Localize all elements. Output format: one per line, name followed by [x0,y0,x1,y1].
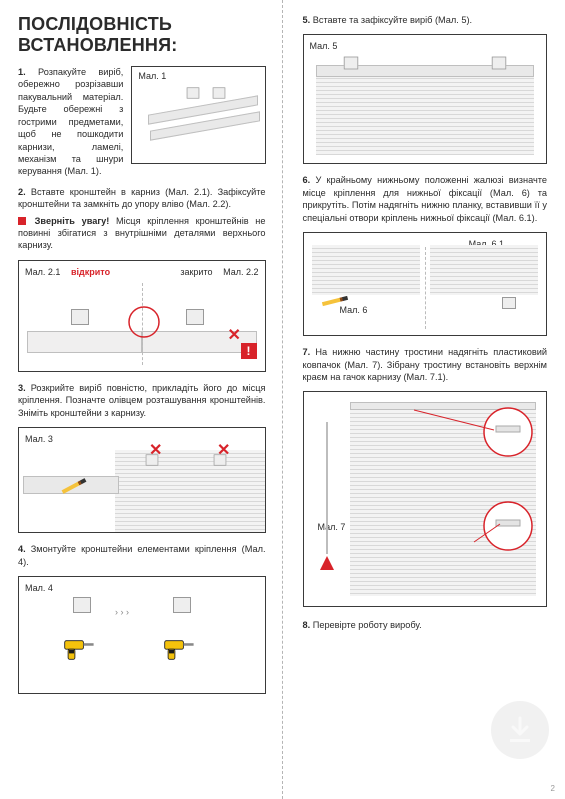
figure-2-closed: закрито [180,267,212,277]
fig4-bracket-a [73,597,91,613]
step-5-body: Вставте та зафіксуйте виріб (Мал. 5). [313,15,472,25]
step-4-num: 4. [18,544,26,554]
step-7-text: 7. На нижню частину тростини надягніть п… [303,346,548,383]
figure-2-2-label: Мал. 2.2 [223,267,258,277]
x-mark-icon: ✕ [228,325,241,345]
figure-6-label: Мал. 6 [340,305,368,315]
step-8-text: 8. Перевірте роботу виробу. [303,619,548,631]
fig2-scene-left [27,291,142,361]
figure-5: Мал. 5 [303,34,548,164]
warning-prefix: Зверніть увагу! [35,216,110,226]
figure-2-open: відкрито [71,267,110,277]
step-2-text: 2. Вставте кронштейн в карниз (Мал. 2.1)… [18,186,266,211]
fig5-blinds [316,75,535,155]
figure-3-label: Мал. 3 [25,434,53,444]
fig7-leaders [304,392,547,606]
left-column: ПОСЛІДОВНІСТЬ ВСТАНОВЛЕННЯ: 1. Розпакуйт… [0,0,283,799]
step-1-row: 1. Розпакуйте виріб, обережно розрізавши… [18,66,266,186]
fig5-bracket-a [343,57,357,70]
fig4-bracket-b [173,597,191,613]
fig5-bracket-b [492,57,506,70]
step-6-text: 6. У крайньому нижньому положенні жалюзі… [303,174,548,224]
step-6-num: 6. [303,175,311,185]
figure-5-label: Мал. 5 [310,41,338,51]
page-number: 2 [551,784,555,793]
step-1-body: Розпакуйте виріб, обережно розрізавши па… [18,67,123,176]
figure-1-label: Мал. 1 [138,71,166,81]
fig2-detail-circle-icon [127,305,161,339]
fig4-screws: › › › [115,607,129,617]
fig3-bracket-a [146,455,159,466]
fig3-bracket-b [214,455,227,466]
step-8-num: 8. [303,620,311,630]
step-8-body: Перевірте роботу виробу. [313,620,422,630]
figure-7: Мал. 7 Мал. 7.1 [303,391,548,607]
alert-icon: ! [241,343,257,359]
step-2-warning: Зверніть увагу! Місця кріплення кронштей… [18,215,266,252]
step-4-body: Змонтуйте кронштейни елементами кріпленн… [18,544,266,566]
page-title: ПОСЛІДОВНІСТЬ ВСТАНОВЛЕННЯ: [18,14,266,56]
right-column: 5. Вставте та зафіксуйте виріб (Мал. 5).… [283,0,565,799]
figure-4: Мал. 4 › › › [18,576,266,694]
step-3-body: Розкрийте виріб повністю, прикладіть йог… [18,383,266,418]
fig3-blinds [115,450,265,532]
figure-2: Мал. 2.1 відкрито закрито Мал. 2.2 ✕ ! [18,260,266,372]
warning-icon [18,217,26,225]
fig1-part-b [213,87,226,98]
drill-icon [63,637,97,663]
fig1-part [187,87,200,98]
fig6-blinds-a [312,245,420,295]
fig6-blinds-b [430,245,538,295]
figure-3: Мал. 3 ✕ ✕ [18,427,266,533]
step-3-num: 3. [18,383,26,393]
figure-4-label: Мал. 4 [25,583,53,593]
fig6-clip [502,297,516,309]
step-6-body: У крайньому нижньому положенні жалюзі ви… [303,175,548,222]
step-7-num: 7. [303,347,311,357]
download-watermark-icon [491,701,549,759]
step-3-text: 3. Розкрийте виріб повністю, прикладіть … [18,382,266,419]
figure-1: Мал. 1 [131,66,265,164]
drill-icon-2 [163,637,197,663]
step-1-text: 1. Розпакуйте виріб, обережно розрізавши… [18,66,123,178]
step-7-body: На нижню частину тростини надягніть плас… [303,347,548,382]
step-2-body: Вставте кронштейн в карниз (Мал. 2.1). З… [18,187,266,209]
step-4-text: 4. Змонтуйте кронштейни елементами кріпл… [18,543,266,568]
step-2-num: 2. [18,187,26,197]
step-1-num: 1. [18,67,26,77]
figure-2-1-label: Мал. 2.1 [25,267,60,277]
figure-6: Мал. 6 Мал. 6.1 [303,232,548,336]
step-5-num: 5. [303,15,311,25]
step-5-text: 5. Вставте та зафіксуйте виріб (Мал. 5). [303,14,548,26]
fig6-divider [425,247,426,329]
